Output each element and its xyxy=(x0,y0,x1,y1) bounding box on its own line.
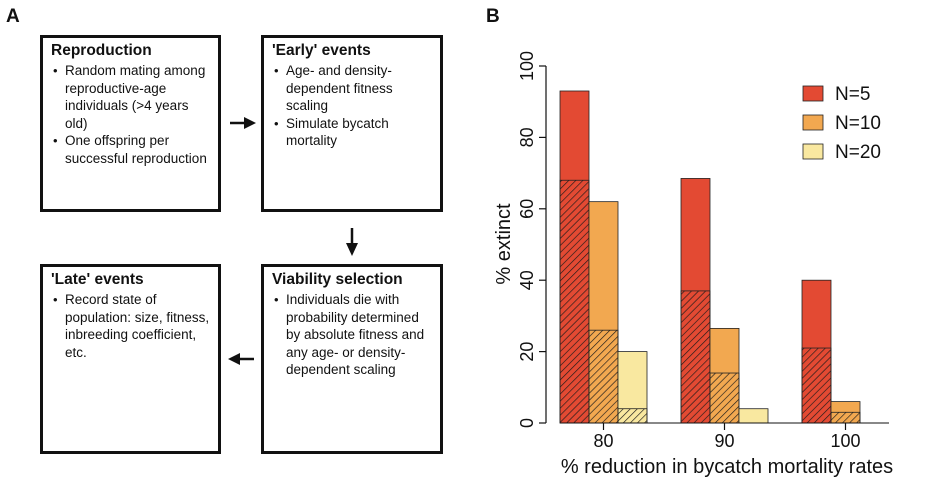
y-tick-label: 100 xyxy=(517,51,537,81)
y-axis-label: % extinct xyxy=(493,203,515,285)
early-events-item: Age- and density-dependent fitness scali… xyxy=(274,62,432,115)
legend-swatch xyxy=(802,114,824,131)
bars-group xyxy=(559,90,861,424)
bar-hatched-portion xyxy=(559,179,590,424)
y-tick-label: 20 xyxy=(517,342,537,362)
y-tick-label: 80 xyxy=(517,127,537,147)
viability-selection-item: Individuals die with probability determi… xyxy=(274,291,432,379)
y-tick-label: 60 xyxy=(517,199,537,219)
axes-group: 80 90 100 0 20 40 60 80 100 xyxy=(517,51,889,451)
bar-hatched-portion xyxy=(801,347,832,424)
bar-hatched-portion xyxy=(617,408,648,424)
x-tick-label: 100 xyxy=(830,431,860,451)
reproduction-title: Reproduction xyxy=(51,42,152,59)
arrow-left-icon xyxy=(228,353,254,365)
legend: N=5 N=10 N=20 xyxy=(802,84,881,163)
reproduction-item: One offspring per successful reproductio… xyxy=(53,132,210,167)
bar-hatched-portion xyxy=(830,411,861,424)
bar-hatched-portion xyxy=(709,372,740,424)
reproduction-box: Reproduction Random mating among reprodu… xyxy=(40,35,221,212)
bar xyxy=(738,408,769,424)
arrow-right-icon xyxy=(230,117,256,129)
legend-label: N=5 xyxy=(835,84,870,105)
viability-selection-box: Viability selection Individuals die with… xyxy=(261,264,443,454)
x-tick-label: 80 xyxy=(593,431,613,451)
late-events-box: 'Late' events Record state of population… xyxy=(40,264,221,454)
early-events-title: 'Early' events xyxy=(272,42,371,59)
arrow-down-icon xyxy=(346,228,358,256)
legend-label: N=10 xyxy=(835,113,881,134)
panel-label-b: B xyxy=(486,6,500,27)
late-events-list: Record state of population: size, fitnes… xyxy=(51,291,210,361)
late-events-title: 'Late' events xyxy=(51,271,144,288)
x-tick-label: 90 xyxy=(714,431,734,451)
legend-label: N=20 xyxy=(835,142,881,163)
y-tick-label: 40 xyxy=(517,270,537,290)
bar-hatched-portion xyxy=(588,329,619,424)
reproduction-list: Random mating among reproductive-age ind… xyxy=(51,62,210,167)
bar-chart: 80 90 100 0 20 40 60 80 100 N=5 N=10 N=20 % reduct… xyxy=(493,51,893,478)
early-events-box: 'Early' events Age- and density-dependen… xyxy=(261,35,443,212)
reproduction-item: Random mating among reproductive-age ind… xyxy=(53,62,210,132)
viability-selection-title: Viability selection xyxy=(272,271,403,288)
x-axis-label: % reduction in bycatch mortality rates xyxy=(561,456,893,478)
late-events-item: Record state of population: size, fitnes… xyxy=(53,291,210,361)
panel-label-a: A xyxy=(6,6,20,27)
legend-swatch xyxy=(802,143,824,160)
y-tick-label: 0 xyxy=(517,418,537,428)
legend-swatch xyxy=(802,85,824,102)
bar-hatched-portion xyxy=(680,290,711,424)
viability-selection-list: Individuals die with probability determi… xyxy=(272,291,432,379)
early-events-list: Age- and density-dependent fitness scali… xyxy=(272,62,432,150)
early-events-item: Simulate bycatch mortality xyxy=(274,115,432,150)
